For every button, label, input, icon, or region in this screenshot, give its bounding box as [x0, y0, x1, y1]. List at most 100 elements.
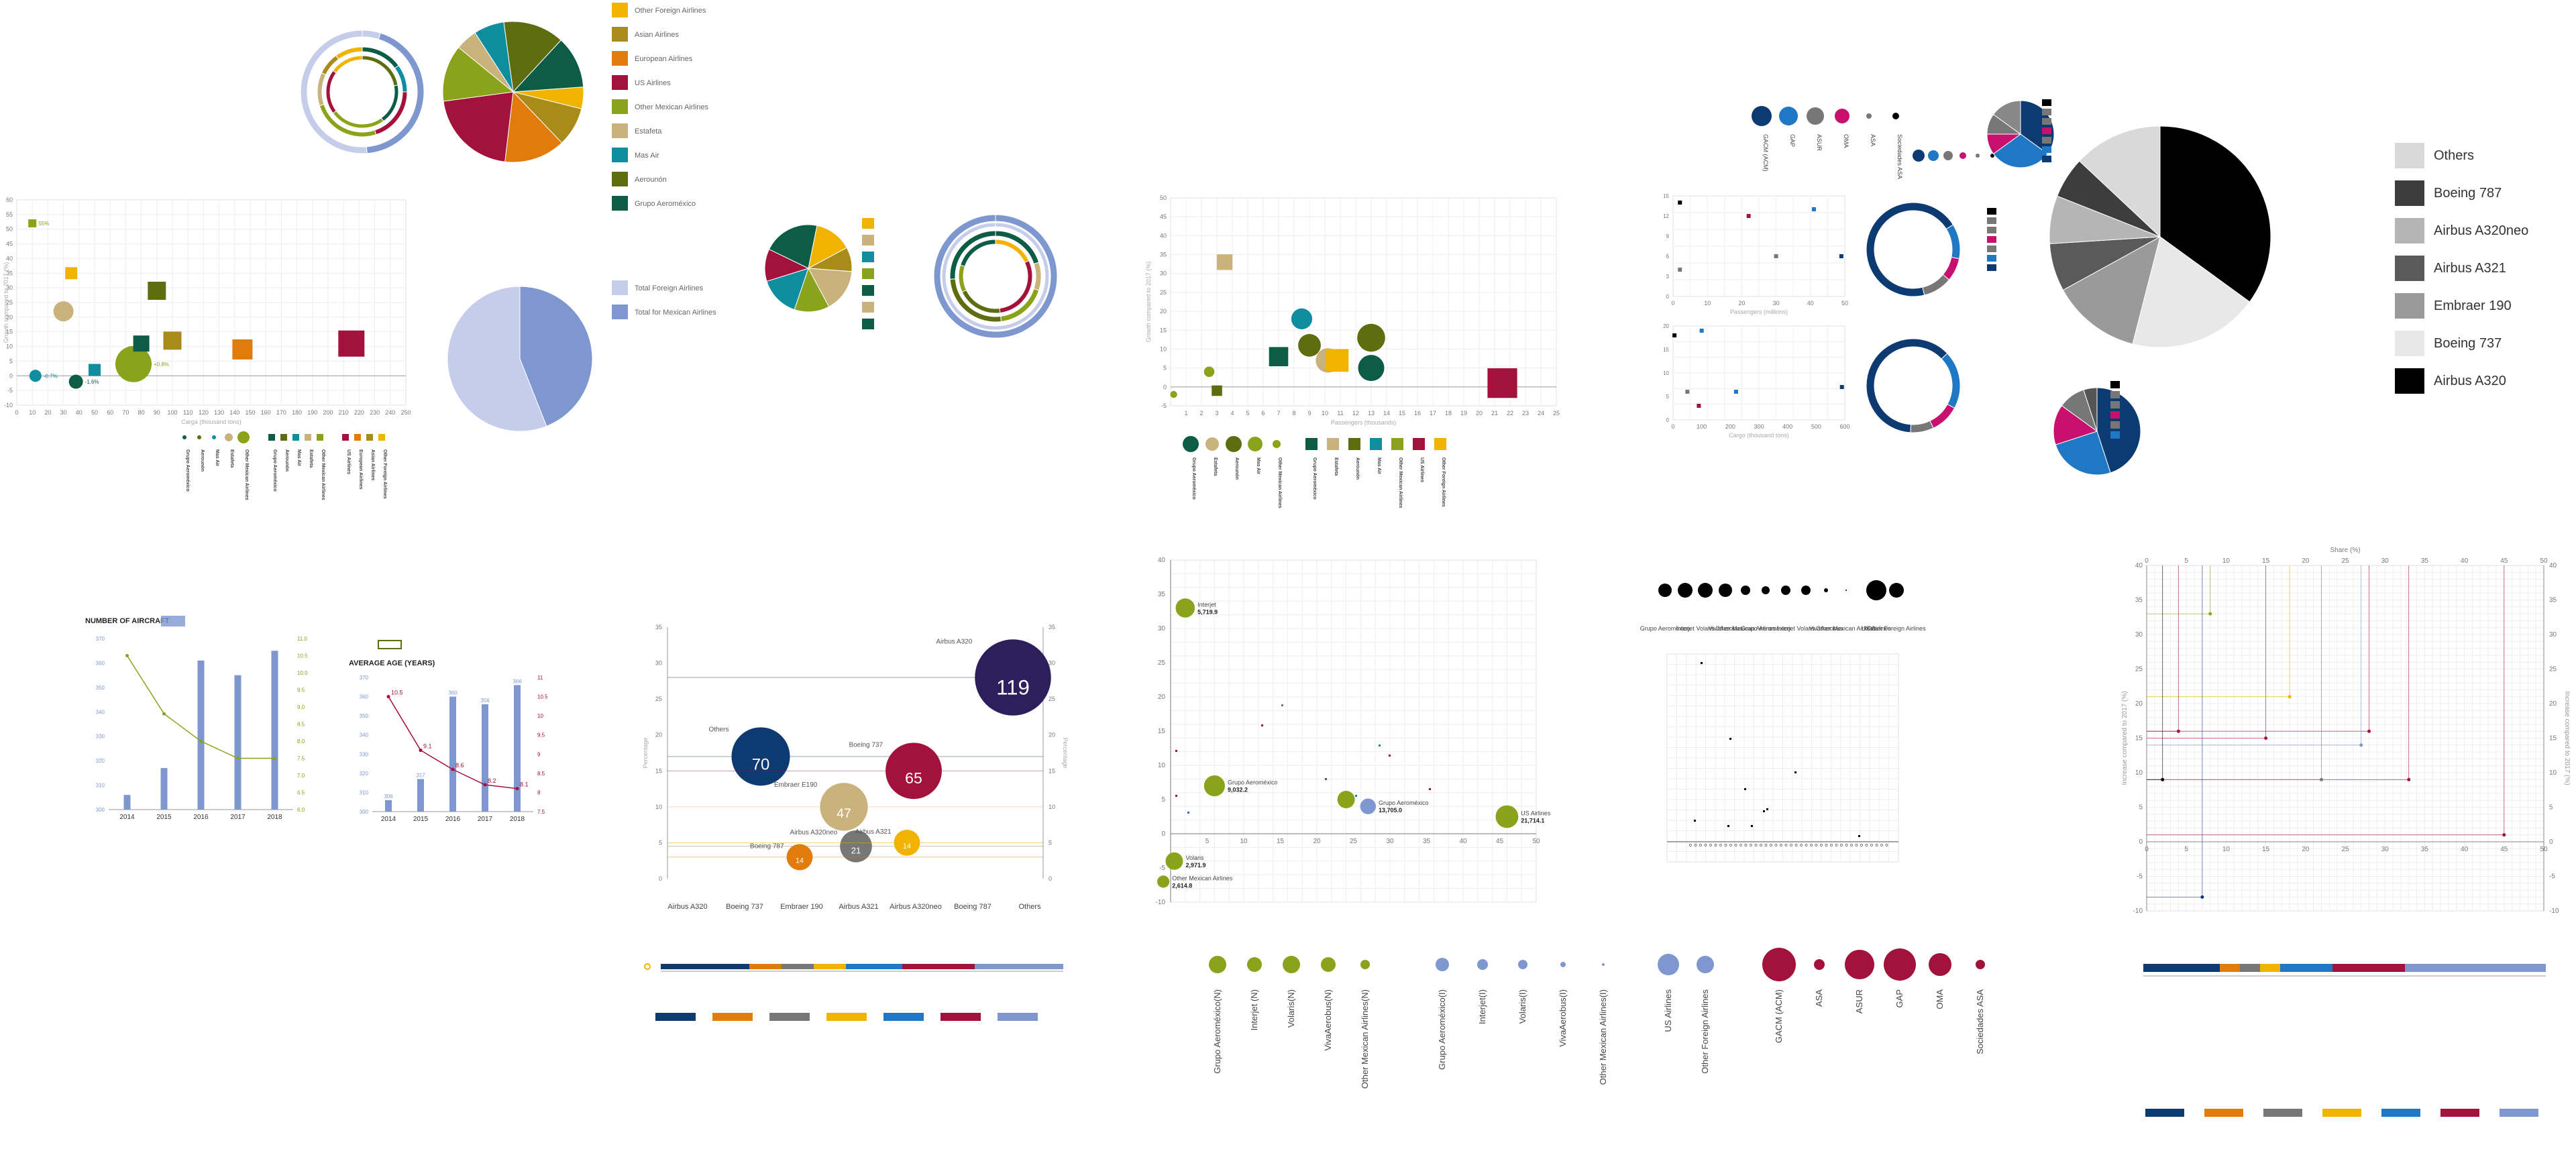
y-tick: 15	[1158, 728, 1166, 735]
black-dot	[1889, 583, 1904, 598]
legend-label: Estafeta	[635, 127, 662, 135]
legend-swatch	[612, 51, 628, 66]
blue-legend-label: Total Foreign Airlines	[635, 284, 704, 292]
y-tick: 10	[1158, 762, 1166, 769]
carrier-value: 2,971.9	[1185, 862, 1205, 869]
x-tick: 25	[1350, 838, 1358, 845]
data-point	[1170, 390, 1177, 398]
mini-dot	[1913, 150, 1925, 162]
legend-dot	[182, 435, 186, 439]
y-tick: 330	[360, 751, 369, 757]
bottom-legend-dot	[1845, 950, 1874, 979]
bottom-legend-label: Other Foreign Airlines	[1700, 989, 1710, 1074]
y-axis-label-right: Increase compared to 2017 (%)	[2563, 691, 2571, 785]
y-tick: 0	[1163, 384, 1167, 390]
y2-tick: 20	[2549, 700, 2557, 708]
y2-tick: 9.5	[537, 732, 545, 738]
y-tick: 330	[96, 734, 105, 740]
bottom-legend-label: GACM (ACM)	[1774, 989, 1784, 1043]
point-label: -0.7%	[44, 373, 58, 379]
point-label: -1.6%	[85, 379, 99, 385]
small-marker	[1175, 795, 1177, 797]
airport-label: GAP	[1789, 134, 1796, 147]
black-scatter-point	[1751, 825, 1753, 827]
y-tick: 50	[1160, 195, 1167, 201]
y2-tick: 8.5	[537, 771, 545, 777]
x-tick: 300	[1754, 423, 1764, 430]
aircraft-line-point	[162, 712, 166, 716]
x-tick: 160	[261, 409, 271, 416]
airport-label: OMA	[1843, 134, 1849, 148]
passenger-scatter-frame	[1170, 197, 1557, 406]
y2-tick: 0	[1049, 875, 1052, 882]
black-dot	[1698, 583, 1713, 598]
blue-legend-swatch	[612, 280, 628, 295]
y-tick: 40	[1158, 557, 1166, 564]
airport-dot	[1866, 113, 1872, 119]
chart-title: NUMBER OF AIRCRAFT	[85, 617, 170, 625]
x-tick: 230	[370, 409, 380, 416]
legend-label: Other Mexican Airlines	[635, 103, 709, 111]
x-tick-bottom: 10	[2222, 846, 2231, 853]
axis-bead	[1764, 844, 1768, 846]
y-tick: 370	[96, 636, 105, 642]
black-scatter-point	[1858, 835, 1860, 837]
legend-square	[1370, 438, 1382, 450]
axis-bead	[1830, 844, 1833, 846]
axis-bead	[1729, 844, 1732, 846]
line-value: 9.1	[423, 743, 432, 750]
bottom-legend-label: VivaAerobus(N)	[1323, 989, 1333, 1051]
dot-row-label: Volaris	[1696, 625, 1715, 632]
data-point	[1839, 385, 1844, 389]
category-label: Airbus A320	[667, 903, 707, 911]
y-tick: -10	[2133, 908, 2143, 915]
black-dot	[1801, 586, 1811, 595]
age-line-point	[515, 787, 519, 791]
carrier-value: 21,714.1	[1521, 818, 1544, 824]
airport-donut-2-slice	[1929, 404, 1955, 429]
legend-square	[1413, 438, 1425, 450]
rotated-legend-label: Grupo Aeroméxico	[1191, 457, 1196, 500]
axis-bead	[1794, 844, 1798, 846]
x-tick: 25	[1553, 410, 1560, 417]
x-tick: 11	[1337, 410, 1343, 417]
airline-pie-slice	[512, 40, 584, 93]
y-tick: 30	[1158, 625, 1166, 633]
legend-dot	[237, 431, 250, 443]
carrier-point	[1337, 791, 1355, 808]
carrier-label: Volaris	[1185, 855, 1204, 861]
airport-dot	[1807, 107, 1824, 125]
x-tick: 5	[1205, 838, 1210, 845]
axis-bead	[1850, 844, 1853, 846]
data-point	[148, 282, 166, 300]
axis-bead	[1704, 844, 1707, 846]
legend-dot	[212, 435, 216, 439]
small-marker	[1175, 750, 1177, 752]
y-tick: 360	[360, 694, 369, 700]
airport-pie-bottom-slice	[2053, 405, 2098, 445]
bottom-legend-label: VivaAerobus(I)	[1558, 989, 1568, 1047]
x-tick: 35	[2421, 557, 2429, 565]
x-tick: 2014	[381, 816, 396, 823]
bar-value: 356	[480, 698, 490, 704]
y-tick: -5	[7, 387, 13, 394]
rotated-legend-label: Aerounón	[1234, 457, 1239, 480]
stacked-segment	[975, 964, 1063, 969]
share-legend-swatch	[2381, 1109, 2420, 1117]
y-tick: 20	[2135, 700, 2143, 708]
dot-row-label: Volaris	[1796, 625, 1815, 632]
data-point	[1672, 333, 1677, 337]
carrier-label: Interjet	[1197, 601, 1216, 608]
data-point	[1685, 390, 1690, 394]
x-tick: 220	[354, 409, 364, 416]
axis-bead	[1780, 844, 1782, 846]
share-point	[2176, 729, 2180, 733]
airport-dot	[1779, 107, 1798, 125]
black-dot	[1678, 583, 1693, 598]
axis-bead	[1719, 844, 1722, 846]
age-line-point	[386, 695, 390, 699]
legend-square	[268, 434, 275, 441]
bottom-legend-dot	[1560, 962, 1566, 967]
x-tick: 19	[1460, 410, 1467, 417]
x-tick-bottom: 25	[2341, 846, 2349, 853]
